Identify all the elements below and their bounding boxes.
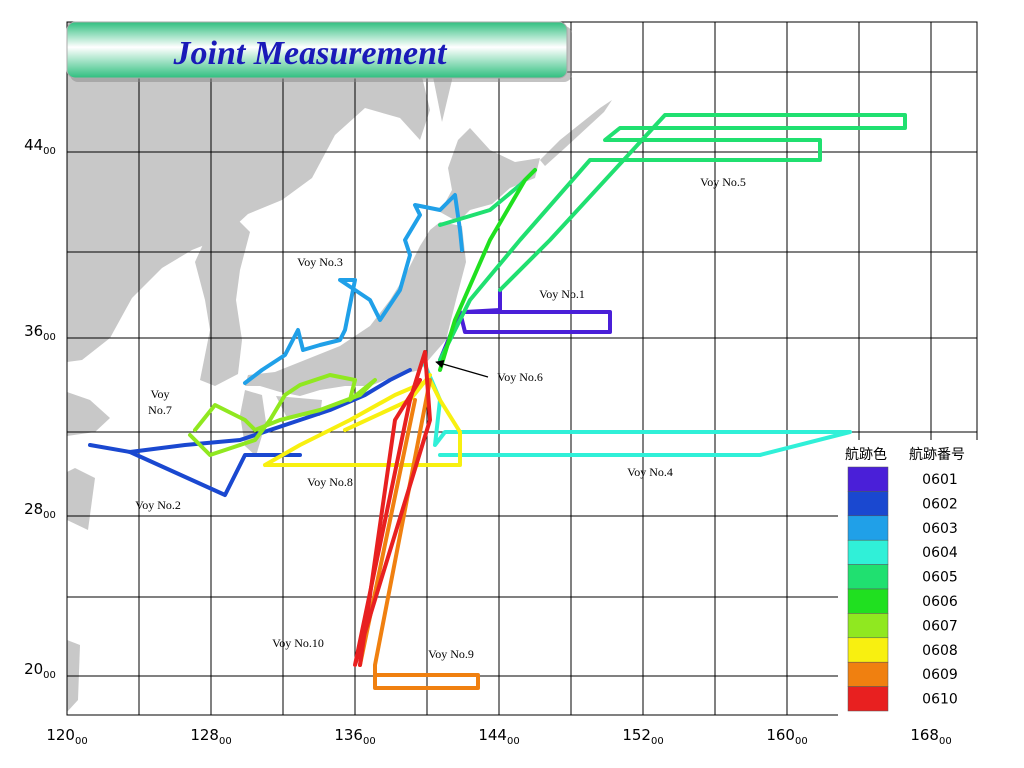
track-0602b [128, 450, 302, 497]
honshu [245, 222, 466, 396]
track-0602 [88, 368, 412, 454]
track-label: Voy No.9 [428, 647, 474, 661]
tick-label: 13600 [334, 726, 375, 747]
track-0607 [188, 373, 377, 457]
tick-minutes: 00 [43, 670, 56, 681]
tick-minutes: 00 [507, 736, 520, 747]
legend-label: 0608 [922, 643, 958, 659]
track-label: Voy [150, 387, 169, 401]
tick-degrees: 20 [24, 660, 43, 678]
track-label: No.7 [148, 403, 172, 417]
legend-swatch [847, 491, 889, 517]
legend-swatch [847, 661, 889, 687]
tick-minutes: 00 [363, 736, 376, 747]
tick-degrees: 160 [766, 726, 795, 744]
legend-swatch [847, 466, 889, 492]
tick-minutes: 00 [219, 736, 232, 747]
track-label: Voy No.1 [539, 287, 585, 301]
grid [67, 22, 977, 715]
track-label: Voy No.10 [272, 636, 324, 650]
tracks [88, 113, 907, 690]
tick-label: 2000 [24, 660, 56, 681]
legend-label: 0604 [922, 545, 958, 561]
legend-label: 0606 [922, 594, 958, 610]
legend-swatch [847, 613, 889, 639]
tick-label: 12000 [46, 726, 87, 747]
legend-label: 0603 [922, 521, 958, 537]
title-panel [66, 21, 568, 79]
track-0610b [358, 378, 422, 667]
legend-label: 0605 [922, 570, 958, 586]
track-label: Voy No.6 [497, 370, 543, 384]
tick-degrees: 44 [24, 136, 43, 154]
taiwan [67, 468, 95, 530]
tick-minutes: 00 [75, 736, 88, 747]
legend-swatch [847, 686, 889, 712]
legend-swatch [847, 515, 889, 541]
title: Joint Measurement [173, 35, 449, 72]
tick-degrees: 28 [24, 500, 43, 518]
track-0610 [353, 350, 432, 667]
mainland [67, 22, 430, 362]
tick-degrees: 128 [190, 726, 219, 744]
tick-minutes: 00 [795, 736, 808, 747]
legend-swatch [847, 539, 889, 565]
legend: 航跡色 航跡番号 0601 0602 0603 0604 0605 0606 0607 0608 0… [838, 440, 978, 716]
legend-swatch [847, 637, 889, 663]
legend-swatch [847, 588, 889, 614]
track-0605 [438, 113, 907, 362]
mainland-south [67, 392, 110, 436]
tick-label: 2800 [24, 500, 56, 521]
legend-header: 航跡色 [845, 446, 887, 463]
tick-label: 16000 [766, 726, 807, 747]
legend-label: 0609 [922, 667, 958, 683]
legend-header: 航跡番号 [909, 447, 965, 463]
legend-label: 0601 [922, 472, 958, 488]
track-0603 [243, 193, 464, 385]
tick-minutes: 00 [43, 510, 56, 521]
tick-label: 14400 [478, 726, 519, 747]
tick-label: 15200 [622, 726, 663, 747]
tick-minutes: 00 [939, 736, 952, 747]
kurils [540, 100, 612, 166]
tick-degrees: 136 [334, 726, 363, 744]
axis-ticks: 12000 12800 13600 14400 15200 16000 1680044003… [24, 136, 952, 747]
tick-minutes: 00 [43, 332, 56, 343]
legend-label: 0610 [922, 692, 958, 708]
map [66, 21, 978, 716]
track-labels: Voy No.5 Voy No.3 Voy No.1 Voy No.6 Voy No.7 V… [135, 175, 746, 661]
tick-label: 12800 [190, 726, 231, 747]
title-box: Joint Measurement [66, 21, 572, 82]
legend-label: 0607 [922, 618, 958, 634]
track-label: Voy No.4 [627, 465, 673, 479]
track-label: Voy No.5 [700, 175, 746, 189]
voy6-arrow [435, 360, 489, 378]
tick-degrees: 168 [910, 726, 939, 744]
legend-label: 0602 [922, 496, 958, 512]
tick-degrees: 36 [24, 322, 43, 340]
track-0609 [373, 378, 480, 690]
tick-degrees: 120 [46, 726, 75, 744]
track-label: Voy No.3 [297, 255, 343, 269]
track-0606 [438, 168, 537, 372]
tick-label: 3600 [24, 322, 56, 343]
tick-label: 16800 [910, 726, 951, 747]
tick-label: 4400 [24, 136, 56, 157]
track-label: Voy No.2 [135, 498, 181, 512]
track-label: Voy No.8 [307, 475, 353, 489]
korea [195, 212, 250, 386]
tick-minutes: 00 [651, 736, 664, 747]
tick-degrees: 144 [478, 726, 507, 744]
legend-swatch [847, 564, 889, 590]
tick-degrees: 152 [622, 726, 651, 744]
tick-minutes: 00 [43, 146, 56, 157]
